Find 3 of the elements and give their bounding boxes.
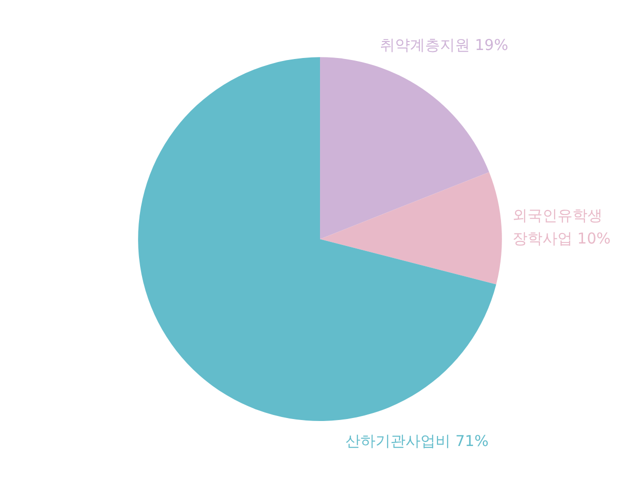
slice-label: 외국인유학생 장학사업 10%	[512, 206, 611, 248]
slice-label: 산하기관사업비 71%	[346, 432, 489, 450]
slice-label: 취약계층지원 19%	[380, 36, 508, 54]
